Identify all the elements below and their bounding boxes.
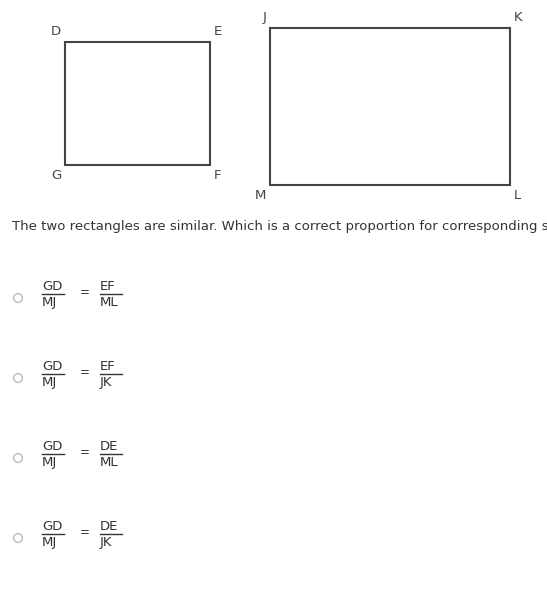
Bar xyxy=(270,28,510,185)
Text: MJ: MJ xyxy=(42,456,57,469)
Text: =: = xyxy=(80,367,90,379)
Point xyxy=(14,293,22,303)
Text: MJ: MJ xyxy=(42,536,57,549)
Text: ML: ML xyxy=(100,456,119,469)
Text: MJ: MJ xyxy=(42,296,57,309)
Text: J: J xyxy=(262,11,266,24)
Point xyxy=(14,533,22,543)
Text: K: K xyxy=(514,11,522,24)
Text: The two rectangles are similar. Which is a correct proportion for corresponding : The two rectangles are similar. Which is… xyxy=(12,220,547,233)
Text: DE: DE xyxy=(100,520,118,533)
Bar xyxy=(65,42,210,165)
Text: M: M xyxy=(254,189,266,202)
Text: JK: JK xyxy=(100,536,113,549)
Point xyxy=(14,453,22,463)
Text: JK: JK xyxy=(100,376,113,389)
Point xyxy=(14,373,22,383)
Text: E: E xyxy=(214,25,222,38)
Text: GD: GD xyxy=(42,440,62,453)
Text: EF: EF xyxy=(100,360,116,373)
Text: GD: GD xyxy=(42,520,62,533)
Text: L: L xyxy=(514,189,521,202)
Text: F: F xyxy=(214,169,222,182)
Text: =: = xyxy=(80,287,90,300)
Text: MJ: MJ xyxy=(42,376,57,389)
Text: GD: GD xyxy=(42,280,62,293)
Text: DE: DE xyxy=(100,440,118,453)
Text: GD: GD xyxy=(42,360,62,373)
Text: EF: EF xyxy=(100,280,116,293)
Text: =: = xyxy=(80,446,90,459)
Text: =: = xyxy=(80,526,90,539)
Text: D: D xyxy=(51,25,61,38)
Text: ML: ML xyxy=(100,296,119,309)
Text: G: G xyxy=(51,169,61,182)
